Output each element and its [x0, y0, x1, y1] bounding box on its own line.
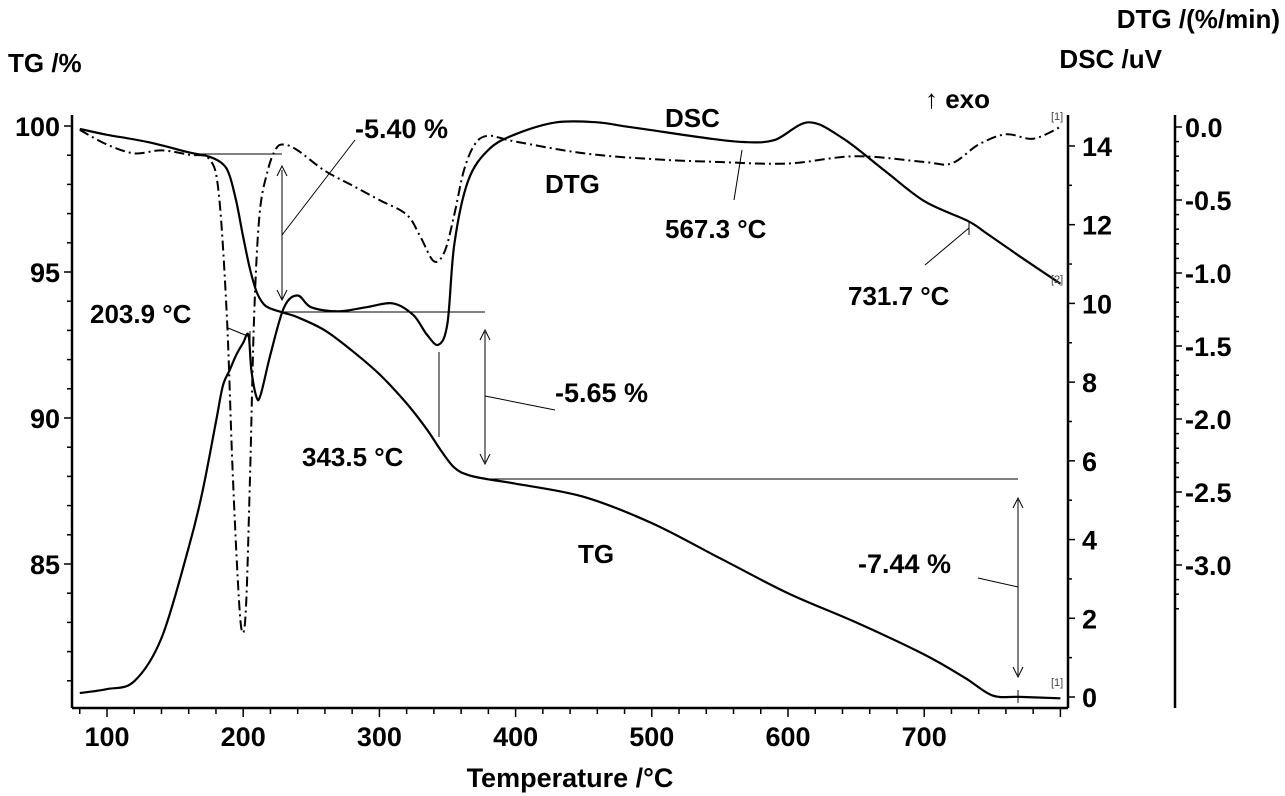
tg-tick-label: 100 [15, 112, 60, 142]
dsc-tick-label: 0 [1082, 683, 1097, 713]
tg-curve [79, 127, 1061, 700]
mass-step-3-label: -7.44 % [858, 549, 951, 579]
dtg-tick-label: -2.5 [1185, 478, 1232, 508]
dsc-curve [79, 120, 1062, 695]
dsc-curve-label: DSC [665, 103, 720, 133]
dsc-end-marker: [2] [1051, 274, 1063, 286]
peak-567-label: 567.3 °C [665, 214, 767, 244]
x-axis-title: Temperature /°C [467, 763, 674, 793]
mass-step-2-label: -5.65 % [555, 378, 648, 408]
peak-203-label: 203.9 °C [90, 299, 192, 329]
dsc-tick-label: 4 [1082, 526, 1097, 556]
dtg-tick-label: -3.0 [1185, 551, 1232, 581]
dtg-tick-label: -2.0 [1185, 405, 1232, 435]
curves [79, 120, 1062, 700]
peak-731-label: 731.7 °C [848, 281, 950, 311]
dtg-end-marker: [1] [1051, 111, 1063, 123]
dtg-axis-title: DTG /(%/min) [1117, 4, 1280, 34]
tg-end-marker: [1] [1051, 677, 1063, 689]
tg-tick-label: 85 [30, 550, 60, 580]
dtg-curve-label: DTG [545, 169, 600, 199]
dtg-tick-label: -1.0 [1185, 259, 1232, 289]
x-tick-label: 400 [493, 722, 538, 752]
tg-tick-label: 95 [30, 258, 60, 288]
x-tick-label: 600 [765, 722, 810, 752]
axes: 100 200 300 400 500 600 700 85 90 95 100 0 2 4 6 8 10 12 1… [15, 112, 1232, 752]
dtg-tick-label: -0.5 [1185, 186, 1232, 216]
tg-tick-label: 90 [30, 404, 60, 434]
x-tick-label: 500 [629, 722, 674, 752]
mass-step-1-label: -5.40 % [355, 114, 448, 144]
tg-curve-label: TG [578, 539, 614, 569]
dsc-tick-label: 6 [1082, 447, 1097, 477]
tg-axis-title: TG /% [8, 48, 82, 78]
dsc-axis-title: DSC /uV [1059, 44, 1162, 74]
dsc-tick-label: 14 [1082, 132, 1112, 162]
dsc-tick-label: 2 [1082, 604, 1097, 634]
dsc-tick-label: 10 [1082, 289, 1112, 319]
dsc-tick-label: 8 [1082, 368, 1097, 398]
x-tick-label: 700 [902, 722, 947, 752]
exo-indicator: ↑ exo [925, 84, 990, 114]
dsc-tick-label: 12 [1082, 211, 1112, 241]
x-tick-label: 100 [84, 722, 129, 752]
step-construction-lines [195, 139, 1024, 703]
peak-343-label: 343.5 °C [302, 442, 404, 472]
x-tick-label: 200 [221, 722, 266, 752]
dtg-tick-label: 0.0 [1185, 113, 1223, 143]
x-tick-label: 300 [357, 722, 402, 752]
dtg-tick-label: -1.5 [1185, 332, 1232, 362]
